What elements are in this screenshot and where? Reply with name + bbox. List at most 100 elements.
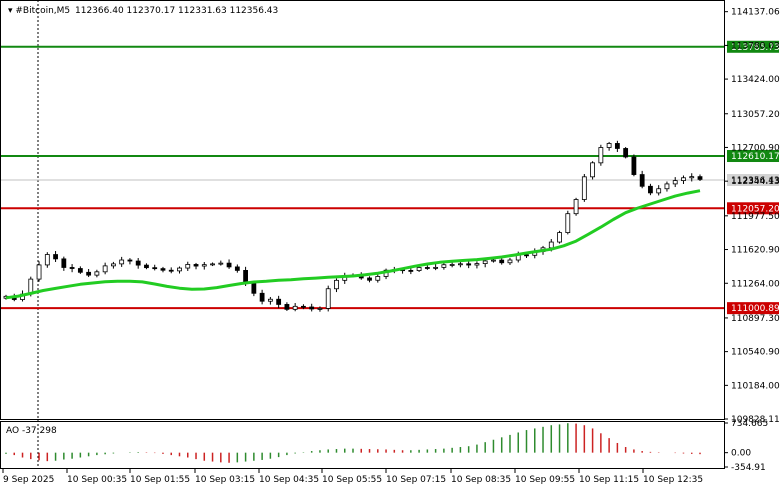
candle-body (524, 254, 529, 257)
candle-body (309, 306, 315, 310)
candle-body (581, 176, 587, 200)
candle-body (160, 268, 166, 271)
candle-body (36, 264, 42, 280)
y-tick-label: 111977.50 (731, 212, 780, 222)
candle-body (474, 263, 480, 266)
x-tick-label: 10 Sep 07:15 (386, 475, 446, 485)
x-tick-label: 10 Sep 08:35 (451, 475, 511, 485)
candle-body (251, 283, 257, 294)
candle-body (441, 264, 447, 268)
candle-body (86, 271, 92, 276)
candle-body (334, 279, 339, 290)
level-price-tag (727, 202, 779, 215)
x-tick-label: 10 Sep 09:55 (515, 475, 575, 485)
candle-body (424, 267, 430, 269)
y-tick-label: 113424.00 (731, 75, 780, 85)
candle-body (61, 258, 67, 268)
candle-body (77, 268, 83, 273)
candle-body (226, 262, 232, 268)
x-tick-label: 10 Sep 00:35 (67, 475, 127, 485)
candle-body (656, 188, 662, 194)
candle-body (449, 264, 455, 266)
x-tick-label: 9 Sep 2025 (3, 475, 54, 485)
candle-body (367, 277, 372, 281)
y-tick-label: 114137.06 (731, 8, 780, 18)
candle-body (565, 213, 571, 233)
candle-body (102, 265, 108, 273)
candle-body (325, 288, 331, 309)
level-price-label: 113765.73 (731, 43, 780, 53)
chart-title: ▾ #Bitcoin,M5 (8, 6, 70, 16)
candle-body (499, 259, 505, 264)
candle-body (292, 305, 298, 310)
candle-body (548, 241, 554, 249)
candle-body (631, 156, 637, 175)
y-tick-label: 110184.00 (731, 381, 780, 391)
x-tick-label: 10 Sep 11:15 (579, 475, 639, 485)
candle-body (94, 271, 100, 276)
candle-body (681, 177, 686, 182)
ao-tick-label: 734.665 (731, 419, 768, 429)
y-tick-label: 111620.90 (731, 246, 780, 256)
level-price-label: 112057.20 (731, 204, 780, 214)
candle-body (408, 270, 414, 272)
y-tick-label: 109828.11 (731, 415, 780, 425)
x-tick-label: 10 Sep 03:15 (195, 475, 255, 485)
candle-body (135, 260, 141, 266)
candle-body (375, 276, 381, 281)
level-price-label: 112610.17 (731, 152, 780, 162)
current-price-tag (727, 173, 779, 186)
ao-tick-label: -354.91 (731, 463, 766, 473)
candle-body (433, 266, 439, 269)
candle-body (234, 266, 240, 271)
ao-tick-label: 0.00 (731, 449, 751, 459)
candle-body (482, 260, 488, 265)
candle-body (507, 259, 513, 264)
candle-body (201, 264, 207, 267)
candle-body (218, 262, 224, 265)
chart-symbol: #Bitcoin,M5 (15, 6, 70, 16)
symbol-triangle-icon: ▾ (8, 6, 15, 16)
x-tick-label: 10 Sep 05:55 (322, 475, 382, 485)
candle-body (53, 254, 58, 260)
level-price-tag (727, 40, 779, 53)
candle-body (416, 267, 422, 271)
candle-body (44, 254, 50, 266)
level-price-label: 111000.89 (731, 304, 780, 314)
y-tick-label: 113780.03 (731, 41, 780, 51)
candle-body (210, 263, 215, 266)
candle-body (284, 304, 290, 310)
candle-body (573, 199, 579, 215)
candle-body (177, 267, 182, 272)
y-tick-label: 110540.90 (731, 348, 780, 358)
candle-body (590, 162, 595, 178)
y-tick-label: 110897.30 (731, 314, 780, 324)
candle-body (697, 176, 703, 180)
candle-body (267, 298, 273, 302)
candle-body (317, 308, 323, 310)
indicator-plot-frame (0, 421, 725, 469)
candle-body (598, 147, 604, 164)
y-tick-label: 112700.90 (731, 143, 780, 153)
candle-body (276, 298, 282, 305)
candle-body (557, 232, 562, 243)
candle-body (69, 267, 75, 269)
candle-body (259, 292, 265, 302)
y-tick-label: 113057.20 (731, 110, 780, 120)
moving-average-line (5, 189, 701, 300)
candle-body (639, 174, 645, 187)
candle-body (466, 263, 472, 266)
y-tick-label: 111264.00 (731, 279, 780, 289)
chart-ohlc: 112366.40 112370.17 112331.63 112356.43 (75, 6, 278, 16)
main-plot-frame (0, 0, 725, 420)
candle-body (144, 264, 149, 269)
x-tick-label: 10 Sep 04:35 (259, 475, 319, 485)
y-tick-label: 112344.13 (731, 177, 780, 187)
candle-body (458, 263, 463, 266)
candle-body (648, 185, 653, 194)
candle-body (119, 259, 125, 265)
x-tick-label: 10 Sep 01:55 (130, 475, 190, 485)
candle-body (168, 269, 174, 272)
